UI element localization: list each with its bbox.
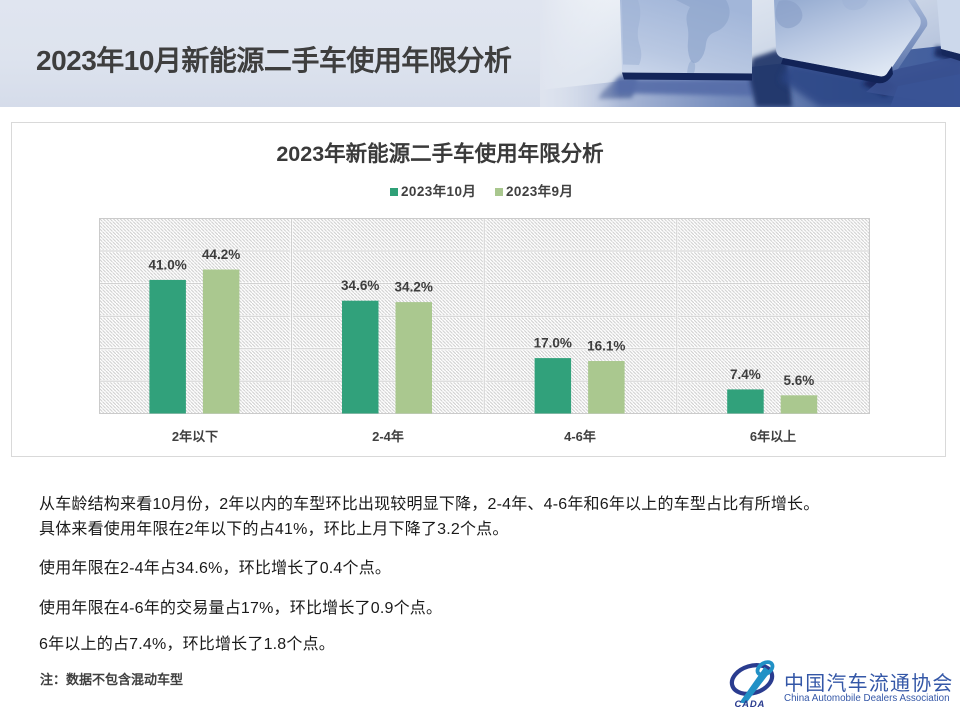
svg-text:34.6%: 34.6% <box>341 278 379 293</box>
svg-text:17.0%: 17.0% <box>534 336 572 351</box>
svg-text:16.1%: 16.1% <box>587 339 625 354</box>
svg-text:7.4%: 7.4% <box>730 367 761 382</box>
svg-text:CADA: CADA <box>735 699 766 710</box>
svg-text:44.2%: 44.2% <box>202 247 240 262</box>
svg-text:34.2%: 34.2% <box>395 280 433 295</box>
svg-text:41.0%: 41.0% <box>148 257 186 272</box>
svg-text:5.6%: 5.6% <box>784 373 815 388</box>
